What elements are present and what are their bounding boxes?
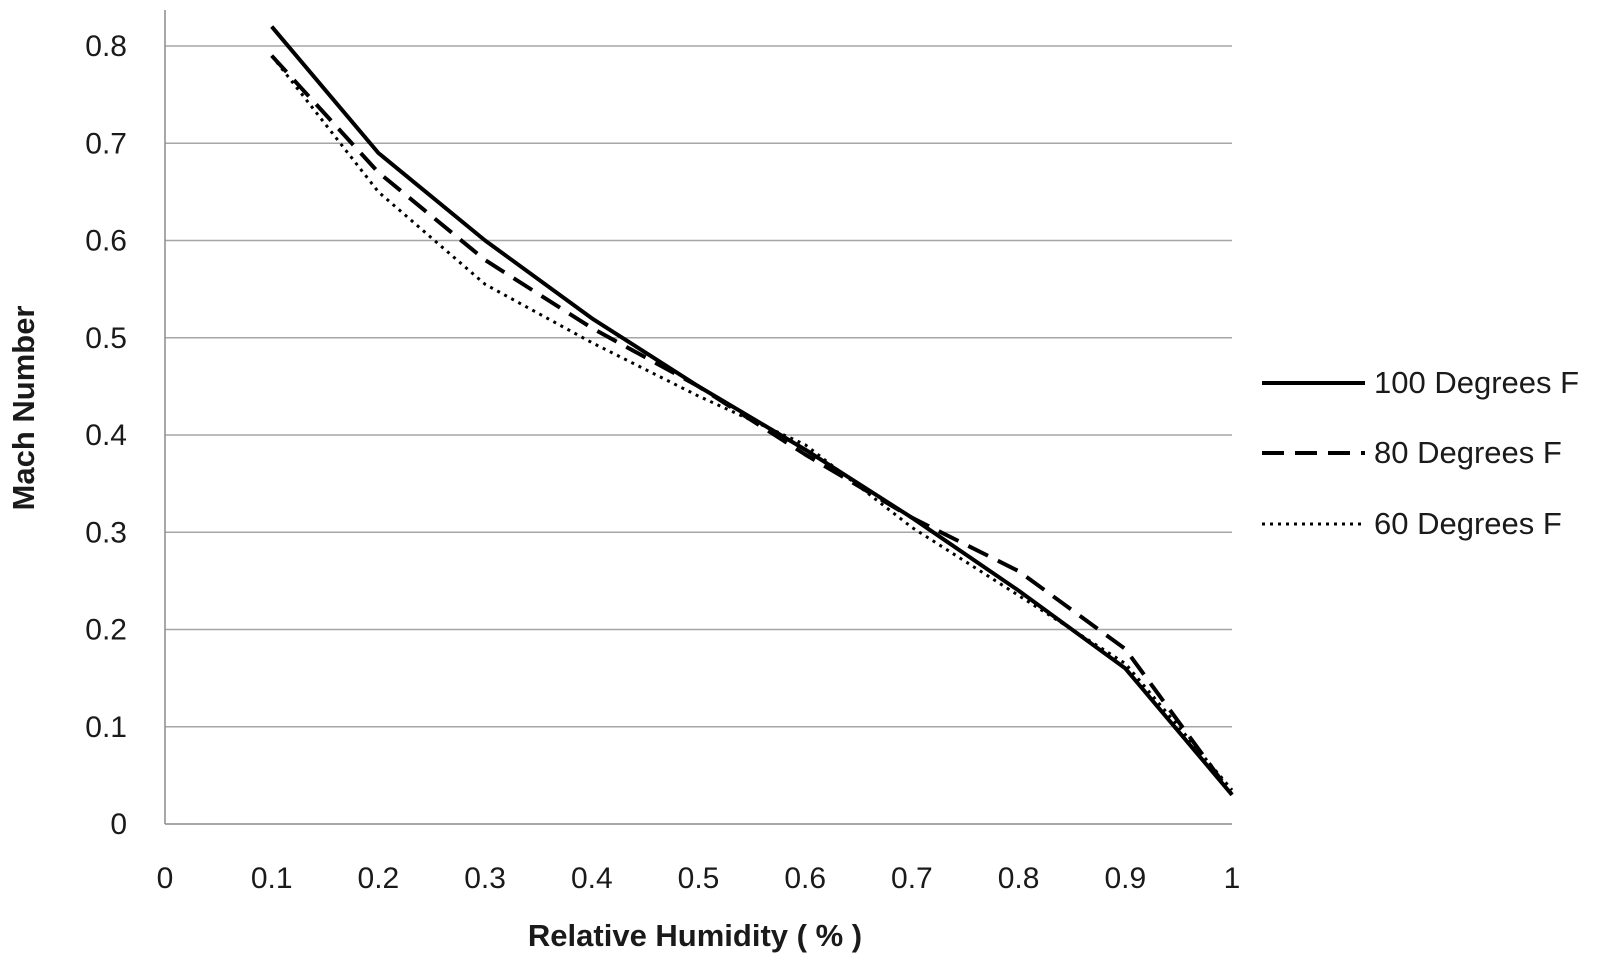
y-tick-label-0: 0 bbox=[110, 808, 127, 841]
series-lines bbox=[270, 25, 1234, 797]
y-tick-label-4: 0.4 bbox=[85, 419, 127, 452]
y-tick-label-7: 0.7 bbox=[85, 127, 127, 160]
x-tick-label-9: 0.9 bbox=[1104, 862, 1146, 895]
x-tick-label-6: 0.6 bbox=[784, 862, 826, 895]
y-tick-label-3: 0.3 bbox=[85, 516, 127, 549]
x-tick-label-7: 0.7 bbox=[891, 862, 933, 895]
x-tick-labels: 0 0.1 0.2 0.3 0.4 0.5 0.6 0.7 0.8 0.9 1 bbox=[157, 862, 1241, 895]
gridlines bbox=[165, 45, 1232, 728]
y-tick-labels: 0 0.1 0.2 0.3 0.4 0.5 0.6 0.7 0.8 bbox=[85, 30, 127, 841]
x-axis-title: Relative Humidity ( % ) bbox=[528, 918, 862, 953]
y-tick-label-2: 0.2 bbox=[85, 614, 127, 647]
y-tick-label-6: 0.6 bbox=[85, 225, 127, 258]
y-tick-label-5: 0.5 bbox=[85, 322, 127, 355]
y-tick-label-1: 0.1 bbox=[85, 711, 127, 744]
legend-label-2: 60 Degrees F bbox=[1374, 506, 1562, 541]
axes bbox=[164, 10, 1232, 825]
y-tick-label-8: 0.8 bbox=[85, 30, 127, 63]
x-tick-label-4: 0.4 bbox=[571, 862, 613, 895]
x-tick-label-8: 0.8 bbox=[998, 862, 1040, 895]
series-line-1 bbox=[270, 54, 1234, 796]
legend-label-0: 100 Degrees F bbox=[1374, 365, 1579, 400]
series-line-2 bbox=[270, 54, 1234, 791]
series-line-0 bbox=[270, 25, 1234, 797]
x-tick-label-3: 0.3 bbox=[464, 862, 506, 895]
x-tick-label-5: 0.5 bbox=[678, 862, 720, 895]
legend: 100 Degrees F 80 Degrees F 60 Degrees F bbox=[1262, 365, 1579, 541]
x-tick-label-0: 0 bbox=[157, 862, 174, 895]
x-tick-label-2: 0.2 bbox=[358, 862, 400, 895]
x-tick-label-10: 1 bbox=[1224, 862, 1241, 895]
legend-label-1: 80 Degrees F bbox=[1374, 435, 1562, 470]
x-tick-label-1: 0.1 bbox=[251, 862, 293, 895]
y-axis-title: Mach Number bbox=[6, 306, 41, 511]
